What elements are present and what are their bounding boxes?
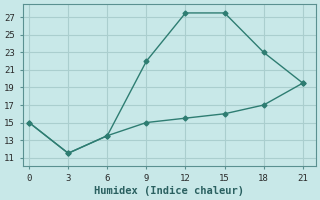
X-axis label: Humidex (Indice chaleur): Humidex (Indice chaleur) bbox=[94, 186, 244, 196]
